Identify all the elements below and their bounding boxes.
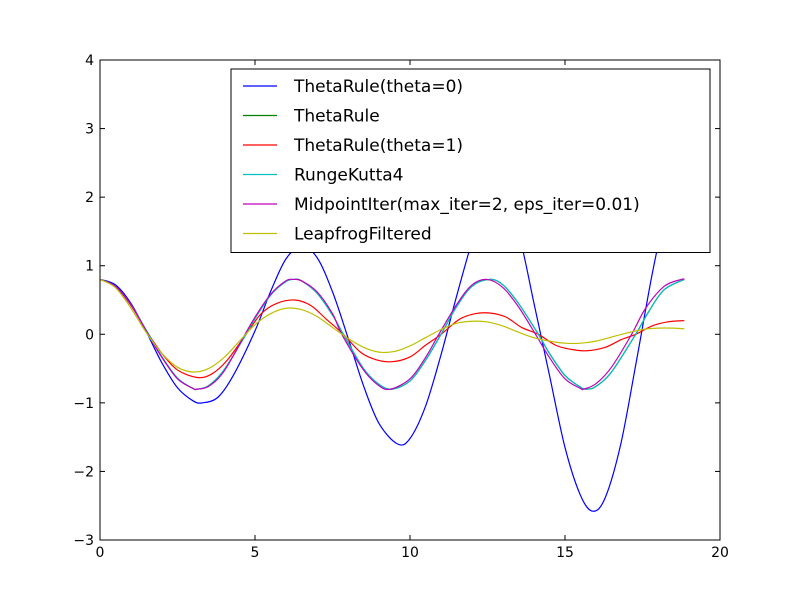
x-tick-label: 0: [96, 545, 105, 561]
legend: ThetaRule(theta=0) ThetaRule ThetaRule(the…: [230, 68, 711, 253]
x-tick-label: 20: [711, 545, 729, 561]
series-line-midpointiter-max-iter-2-eps-iter-0-01: [100, 278, 685, 391]
series-line-thetarule-theta-1: [100, 278, 685, 379]
series-line-leapfrogfiltered: [100, 278, 685, 373]
legend-label-thetarule-theta-1: ThetaRule(theta=1): [293, 136, 463, 156]
legend-label-midpointiter-max-iter-2-eps-iter-0-01: MidpointIter(max_iter=2, eps_iter=0.01): [294, 195, 640, 215]
y-tick-label: −3: [73, 533, 94, 549]
y-tick-label: 2: [85, 190, 94, 206]
x-tick-label: 10: [401, 545, 419, 561]
legend-label-rungekutta4: RungeKutta4: [294, 166, 404, 186]
y-tick-label: 0: [85, 327, 94, 343]
plot-frame: [99, 59, 721, 541]
y-tick-label: −1: [73, 396, 94, 412]
x-tick-label: 15: [556, 545, 574, 561]
y-tick-label: 1: [85, 259, 94, 275]
y-tick-label: 3: [85, 122, 94, 138]
legend-label-leapfrogfiltered: LeapfrogFiltered: [294, 225, 432, 245]
series-line-thetarule-theta-0: [100, 155, 685, 512]
legend-label-thetarule: ThetaRule: [293, 107, 380, 127]
y-tick-label: −2: [73, 464, 94, 480]
y-tick-label: 4: [85, 53, 94, 69]
x-tick-label: 5: [251, 545, 260, 561]
legend-label-thetarule-theta-0: ThetaRule(theta=0): [293, 77, 463, 97]
legend-box: [230, 68, 711, 253]
